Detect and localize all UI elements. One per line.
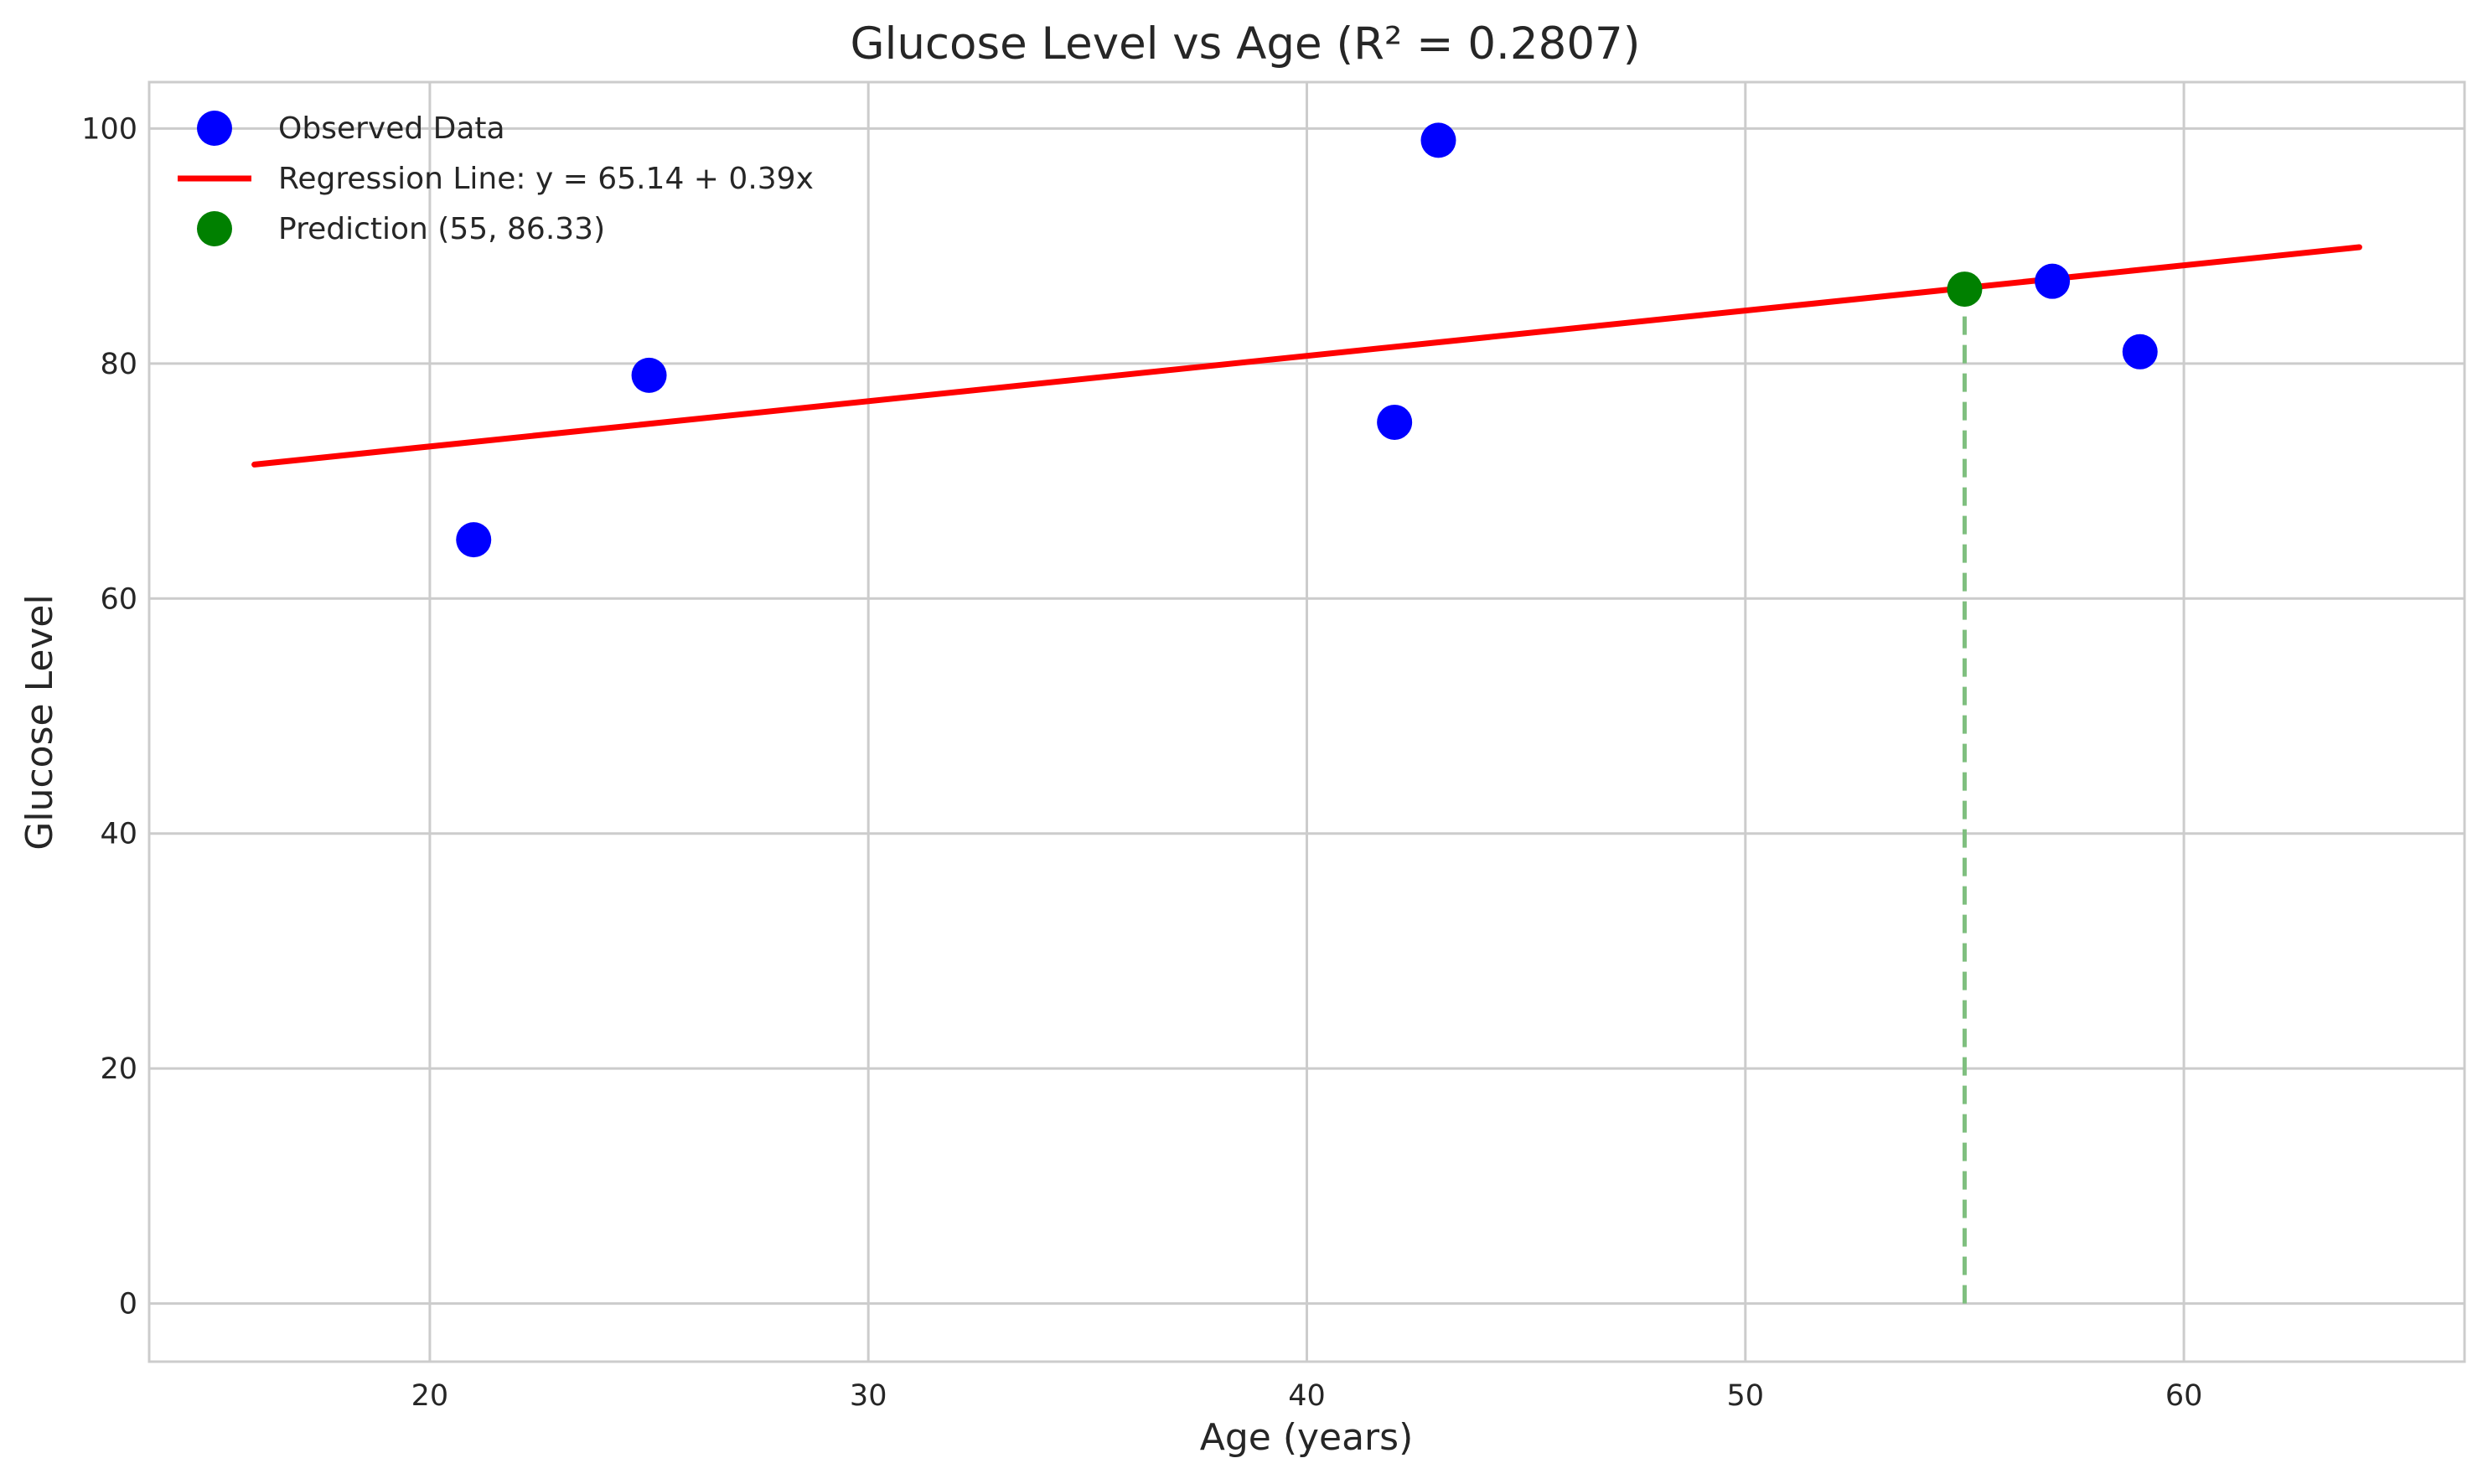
observed-point bbox=[456, 522, 492, 558]
legend: Observed Data Regression Line: y = 65.14 … bbox=[178, 111, 814, 246]
y-tick-label: 20 bbox=[100, 1052, 137, 1086]
regression-line bbox=[251, 244, 2362, 468]
legend-swatch-observed bbox=[197, 111, 232, 146]
legend-swatch-prediction bbox=[197, 211, 232, 246]
y-tick-label: 60 bbox=[100, 582, 137, 616]
y-tick-label: 0 bbox=[119, 1288, 137, 1321]
y-tick-label: 100 bbox=[81, 112, 137, 146]
x-axis-label: Age (years) bbox=[1200, 1416, 1414, 1459]
x-tick-labels: 20 30 40 50 60 bbox=[411, 1379, 2203, 1413]
observed-point bbox=[631, 357, 667, 393]
observed-point bbox=[2035, 263, 2071, 299]
y-axis-label: Glucose Level bbox=[18, 594, 61, 850]
x-tick-label: 50 bbox=[1727, 1379, 1765, 1413]
x-tick-label: 30 bbox=[850, 1379, 887, 1413]
y-tick-label: 80 bbox=[100, 348, 137, 381]
plot-frame bbox=[147, 80, 2466, 1363]
observed-point bbox=[1377, 404, 1413, 440]
prediction-point bbox=[1947, 271, 1983, 308]
legend-label: Observed Data bbox=[278, 111, 505, 146]
legend-label: Regression Line: y = 65.14 + 0.39x bbox=[278, 162, 814, 196]
grid bbox=[149, 82, 2465, 1362]
observed-point bbox=[2122, 334, 2158, 370]
y-tick-labels: 0 20 40 60 80 100 bbox=[81, 112, 137, 1321]
x-tick-label: 40 bbox=[1288, 1379, 1326, 1413]
x-tick-label: 60 bbox=[2165, 1379, 2203, 1413]
chart-title: Glucose Level vs Age (R² = 0.2807) bbox=[851, 18, 1641, 70]
data-marks bbox=[251, 122, 2362, 1304]
legend-label: Prediction (55, 86.33) bbox=[278, 212, 605, 246]
x-tick-label: 20 bbox=[411, 1379, 449, 1413]
y-tick-label: 40 bbox=[100, 818, 137, 851]
observed-point bbox=[1420, 122, 1456, 158]
